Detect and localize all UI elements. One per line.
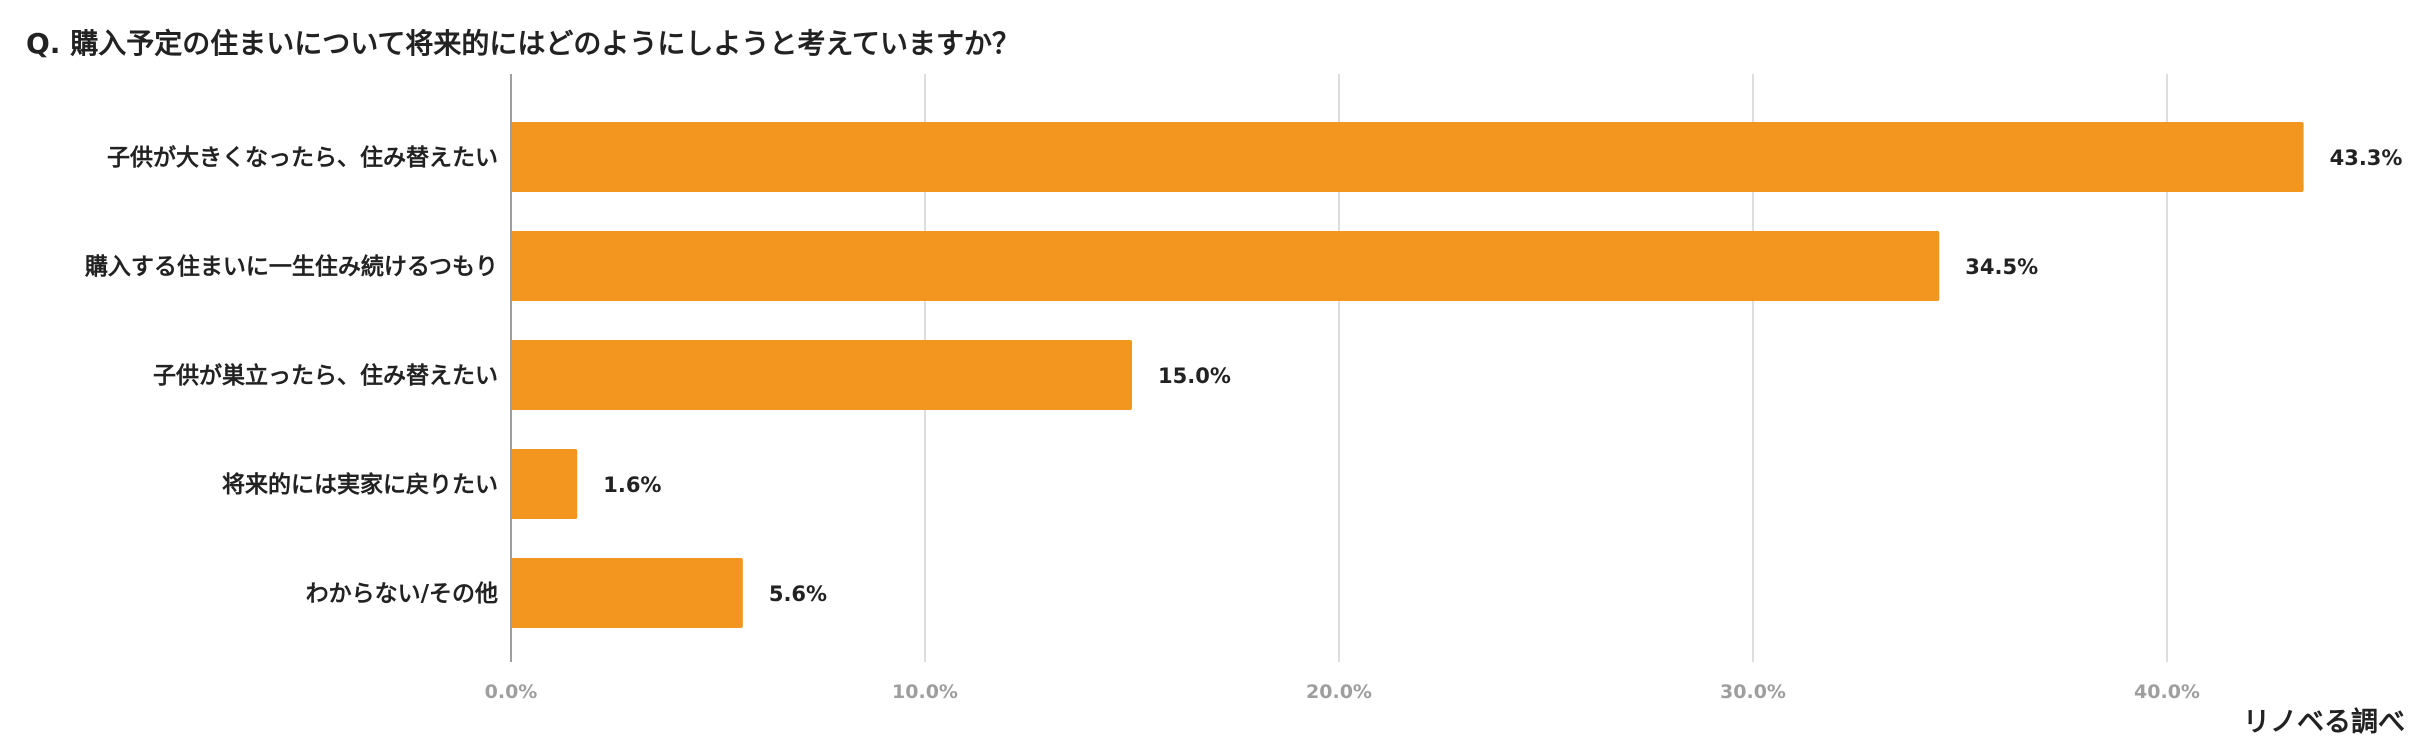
- category-labels: 子供が大きくなったら、住み替えたい購入する住まいに一生住み続けるつもり子供が巣立…: [85, 144, 498, 607]
- x-tick-label: 40.0%: [2134, 681, 2200, 703]
- category-label: 子供が大きくなったら、住み替えたい: [107, 144, 498, 171]
- x-tick-label: 10.0%: [892, 681, 958, 703]
- category-label: わからない/その他: [306, 581, 498, 607]
- value-label: 5.6%: [769, 582, 827, 606]
- bar: [511, 558, 743, 628]
- bar: [511, 122, 2304, 192]
- value-labels: 43.3% 34.5% 15.0% 1.6% 5.6%: [603, 146, 2402, 606]
- value-label: 15.0%: [1158, 364, 1231, 388]
- x-tick-label: 0.0%: [485, 681, 538, 703]
- category-label: 子供が巣立ったら、住み替えたい: [153, 362, 498, 389]
- category-label: 将来的には実家に戻りたい: [222, 471, 498, 498]
- bar: [511, 231, 1940, 301]
- bars: [511, 122, 2304, 628]
- chart-title: Q. 購入予定の住まいについて将来的にはどのようにしようと考えていますか？: [26, 27, 1020, 60]
- category-label: 購入する住まいに一生住み続けるつもり: [85, 253, 498, 280]
- bar: [511, 340, 1132, 410]
- value-label: 43.3%: [2330, 146, 2403, 170]
- x-tick-label: 20.0%: [1306, 681, 1372, 703]
- x-tick-labels: 0.0% 10.0% 20.0% 30.0% 40.0%: [485, 681, 2200, 703]
- source-note: リノベる調べ: [2243, 707, 2405, 738]
- value-label: 1.6%: [603, 473, 661, 497]
- x-tick-label: 30.0%: [1720, 681, 1786, 703]
- value-label: 34.5%: [1965, 255, 2038, 279]
- bar: [511, 449, 578, 519]
